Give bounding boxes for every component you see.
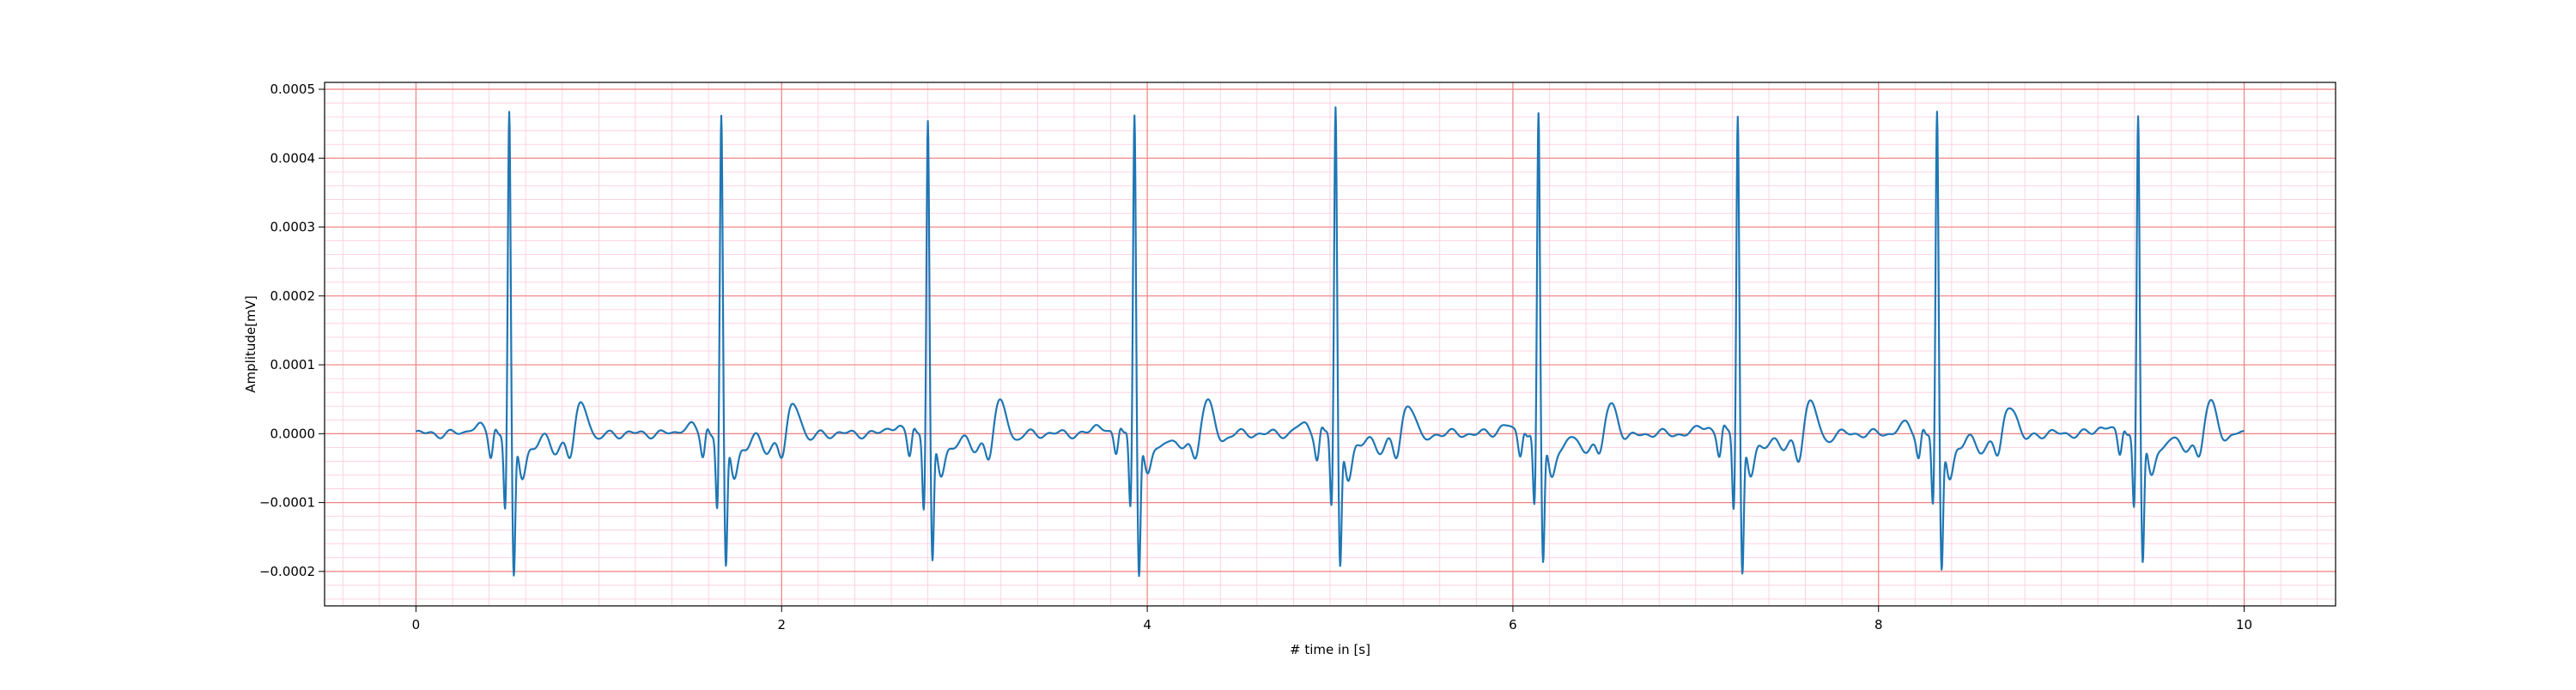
y-tick-label: 0.0003 bbox=[270, 220, 316, 235]
x-tick-label: 2 bbox=[777, 617, 786, 632]
x-tick-label: 8 bbox=[1874, 617, 1883, 632]
y-tick-label: −0.0002 bbox=[259, 564, 315, 579]
x-tick-label: 10 bbox=[2236, 617, 2252, 632]
y-axis-label: Amplitude[mV] bbox=[243, 295, 258, 392]
y-tick-label: 0.0005 bbox=[270, 82, 316, 97]
x-tick-label: 0 bbox=[412, 617, 421, 632]
x-tick-label: 6 bbox=[1509, 617, 1517, 632]
x-ticks: 0 2 4 6 8 10 bbox=[412, 606, 2252, 632]
y-ticks: −0.0002 −0.0001 0.0000 0.0001 0.0002 0.0003 0.… bbox=[259, 82, 325, 579]
y-tick-label: 0.0004 bbox=[270, 150, 316, 166]
minor-grid bbox=[325, 82, 2336, 606]
series bbox=[415, 106, 2245, 578]
ecg-signal-line bbox=[415, 106, 2245, 578]
plot-frame bbox=[324, 82, 2336, 607]
y-tick-label: −0.0001 bbox=[259, 495, 315, 511]
y-tick-label: 0.0001 bbox=[270, 357, 316, 372]
y-tick-label: 0.0002 bbox=[270, 288, 316, 304]
x-tick-label: 4 bbox=[1143, 617, 1151, 632]
y-tick-label: 0.0000 bbox=[270, 426, 316, 441]
x-axis-label: # time in [s] bbox=[1290, 642, 1370, 657]
